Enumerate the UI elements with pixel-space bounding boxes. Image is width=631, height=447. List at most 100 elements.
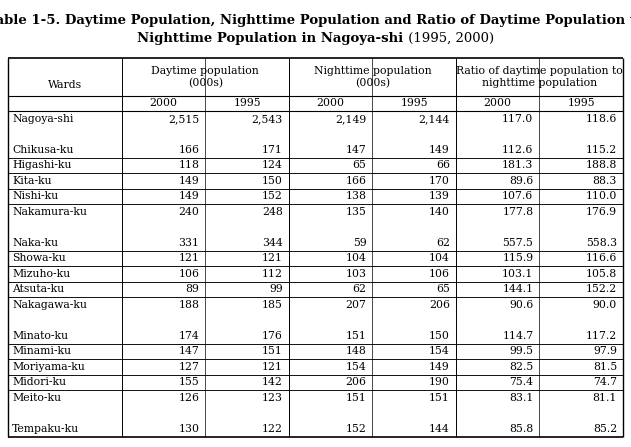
Text: 106: 106 bbox=[429, 269, 450, 279]
Text: 177.8: 177.8 bbox=[502, 207, 533, 217]
Text: 118: 118 bbox=[179, 160, 199, 170]
Text: 104: 104 bbox=[346, 253, 367, 263]
Text: 75.4: 75.4 bbox=[509, 377, 533, 387]
Text: 206: 206 bbox=[429, 300, 450, 310]
Text: 152: 152 bbox=[346, 424, 367, 434]
Text: 104: 104 bbox=[429, 253, 450, 263]
Text: 154: 154 bbox=[346, 362, 367, 372]
Text: 147: 147 bbox=[346, 145, 367, 155]
Text: Nagoya-shi: Nagoya-shi bbox=[12, 114, 73, 124]
Text: 170: 170 bbox=[429, 176, 450, 186]
Text: 2000: 2000 bbox=[317, 98, 345, 109]
Text: Showa-ku: Showa-ku bbox=[12, 253, 66, 263]
Text: 123: 123 bbox=[262, 393, 283, 403]
Text: 65: 65 bbox=[353, 160, 367, 170]
Text: 2,543: 2,543 bbox=[252, 114, 283, 124]
Text: 65: 65 bbox=[436, 284, 450, 294]
Text: 66: 66 bbox=[436, 160, 450, 170]
Text: 166: 166 bbox=[345, 176, 367, 186]
Text: 2000: 2000 bbox=[484, 98, 512, 109]
Text: 148: 148 bbox=[346, 346, 367, 356]
Text: 117.2: 117.2 bbox=[586, 331, 617, 341]
Text: 190: 190 bbox=[429, 377, 450, 387]
Text: 151: 151 bbox=[429, 393, 450, 403]
Text: Atsuta-ku: Atsuta-ku bbox=[12, 284, 64, 294]
Text: Chikusa-ku: Chikusa-ku bbox=[12, 145, 73, 155]
Text: 150: 150 bbox=[262, 176, 283, 186]
Text: Higashi-ku: Higashi-ku bbox=[12, 160, 71, 170]
Text: Kita-ku: Kita-ku bbox=[12, 176, 52, 186]
Text: 130: 130 bbox=[179, 424, 199, 434]
Text: 149: 149 bbox=[179, 176, 199, 186]
Text: 107.6: 107.6 bbox=[502, 191, 533, 201]
Text: 103.1: 103.1 bbox=[502, 269, 533, 279]
Text: 90.6: 90.6 bbox=[509, 300, 533, 310]
Text: 149: 149 bbox=[429, 362, 450, 372]
Text: 142: 142 bbox=[262, 377, 283, 387]
Text: 1995: 1995 bbox=[400, 98, 428, 109]
Text: 138: 138 bbox=[345, 191, 367, 201]
Text: 2,144: 2,144 bbox=[419, 114, 450, 124]
Text: 88.3: 88.3 bbox=[593, 176, 617, 186]
Text: 176: 176 bbox=[262, 331, 283, 341]
Text: 344: 344 bbox=[262, 238, 283, 248]
Text: Tempaku-ku: Tempaku-ku bbox=[12, 424, 80, 434]
Text: 81.1: 81.1 bbox=[593, 393, 617, 403]
Text: 82.5: 82.5 bbox=[509, 362, 533, 372]
Text: 152: 152 bbox=[262, 191, 283, 201]
Text: Daytime population
(000s): Daytime population (000s) bbox=[151, 66, 259, 88]
Text: 81.5: 81.5 bbox=[593, 362, 617, 372]
Text: 152.2: 152.2 bbox=[586, 284, 617, 294]
Text: 1995: 1995 bbox=[567, 98, 595, 109]
Text: Mizuho-ku: Mizuho-ku bbox=[12, 269, 70, 279]
Text: 89.6: 89.6 bbox=[509, 176, 533, 186]
Text: Minato-ku: Minato-ku bbox=[12, 331, 68, 341]
Text: Naka-ku: Naka-ku bbox=[12, 238, 58, 248]
Text: 99.5: 99.5 bbox=[509, 346, 533, 356]
Text: 151: 151 bbox=[262, 346, 283, 356]
Text: Moriyama-ku: Moriyama-ku bbox=[12, 362, 85, 372]
Text: 117.0: 117.0 bbox=[502, 114, 533, 124]
Text: 188.8: 188.8 bbox=[586, 160, 617, 170]
Text: 154: 154 bbox=[429, 346, 450, 356]
Text: 126: 126 bbox=[179, 393, 199, 403]
Text: 59: 59 bbox=[353, 238, 367, 248]
Text: 74.7: 74.7 bbox=[593, 377, 617, 387]
Text: 185: 185 bbox=[262, 300, 283, 310]
Text: 116.6: 116.6 bbox=[586, 253, 617, 263]
Text: 151: 151 bbox=[346, 331, 367, 341]
Text: (1995, 2000): (1995, 2000) bbox=[404, 32, 493, 45]
Text: 181.3: 181.3 bbox=[502, 160, 533, 170]
Text: 85.2: 85.2 bbox=[593, 424, 617, 434]
Text: 83.1: 83.1 bbox=[509, 393, 533, 403]
Text: 103: 103 bbox=[345, 269, 367, 279]
Text: 118.6: 118.6 bbox=[586, 114, 617, 124]
Text: 558.3: 558.3 bbox=[586, 238, 617, 248]
Text: Wards: Wards bbox=[48, 80, 82, 89]
Text: 147: 147 bbox=[179, 346, 199, 356]
Text: Ratio of daytime population to
nighttime population: Ratio of daytime population to nighttime… bbox=[456, 66, 623, 88]
Text: 139: 139 bbox=[429, 191, 450, 201]
Text: 106: 106 bbox=[179, 269, 199, 279]
Text: 176.9: 176.9 bbox=[586, 207, 617, 217]
Text: 248: 248 bbox=[262, 207, 283, 217]
Text: 171: 171 bbox=[262, 145, 283, 155]
Text: 1995: 1995 bbox=[233, 98, 261, 109]
Text: 112: 112 bbox=[262, 269, 283, 279]
Text: 207: 207 bbox=[346, 300, 367, 310]
Text: 110.0: 110.0 bbox=[586, 191, 617, 201]
Text: 121: 121 bbox=[262, 362, 283, 372]
Text: Midori-ku: Midori-ku bbox=[12, 377, 66, 387]
Text: 144: 144 bbox=[429, 424, 450, 434]
Text: 89: 89 bbox=[186, 284, 199, 294]
Text: 2,149: 2,149 bbox=[335, 114, 367, 124]
Text: Nishi-ku: Nishi-ku bbox=[12, 191, 58, 201]
Text: 124: 124 bbox=[262, 160, 283, 170]
Text: 557.5: 557.5 bbox=[502, 238, 533, 248]
Text: 135: 135 bbox=[346, 207, 367, 217]
Text: 127: 127 bbox=[179, 362, 199, 372]
Text: Nakamura-ku: Nakamura-ku bbox=[12, 207, 87, 217]
Text: Table 1-5. Daytime Population, Nighttime Population and Ratio of Daytime Populat: Table 1-5. Daytime Population, Nighttime… bbox=[0, 14, 631, 27]
Text: 188: 188 bbox=[179, 300, 199, 310]
Text: 105.8: 105.8 bbox=[586, 269, 617, 279]
